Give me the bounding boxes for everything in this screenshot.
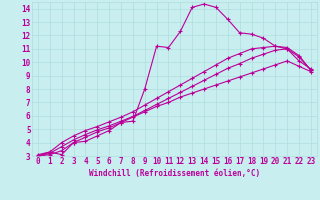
X-axis label: Windchill (Refroidissement éolien,°C): Windchill (Refroidissement éolien,°C) [89,169,260,178]
